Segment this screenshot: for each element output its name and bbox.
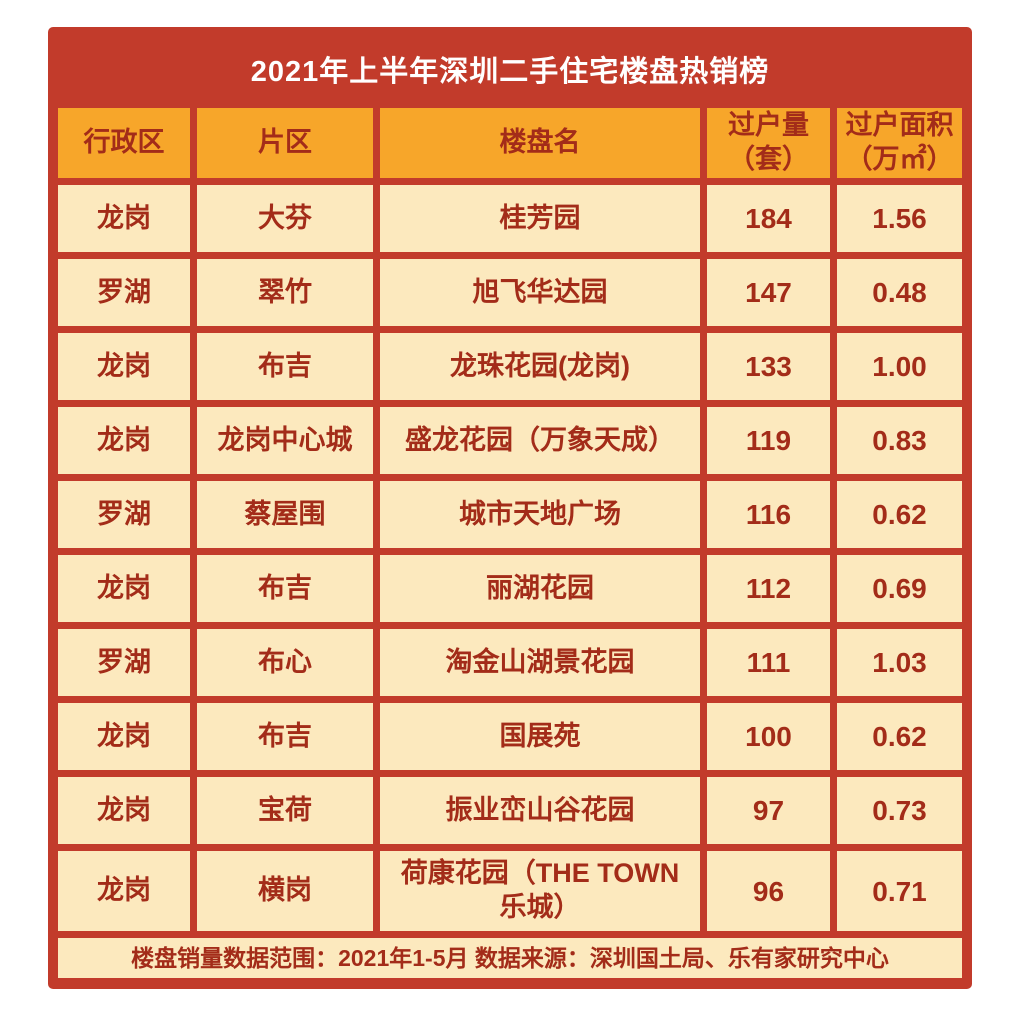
cell-deals: 100 <box>707 703 830 770</box>
cell-deals: 147 <box>707 259 830 326</box>
cell-deals: 96 <box>707 851 830 931</box>
cell-estate: 旭飞华达园 <box>380 259 700 326</box>
cell-district: 罗湖 <box>58 259 190 326</box>
cell-size: 0.73 <box>837 777 962 844</box>
cell-area: 布吉 <box>197 333 373 400</box>
cell-deals: 111 <box>707 629 830 696</box>
cell-size: 1.03 <box>837 629 962 696</box>
cell-district: 罗湖 <box>58 629 190 696</box>
cell-area: 布吉 <box>197 703 373 770</box>
cell-district: 龙岗 <box>58 851 190 931</box>
header-deals: 过户量 （套） <box>707 108 830 178</box>
table-footnote: 楼盘销量数据范围：2021年1-5月 数据来源：深圳国土局、乐有家研究中心 <box>58 938 962 978</box>
header-district: 行政区 <box>58 108 190 178</box>
cell-size: 0.69 <box>837 555 962 622</box>
cell-size: 0.62 <box>837 703 962 770</box>
cell-deals: 119 <box>707 407 830 474</box>
header-size: 过户面积 （万㎡） <box>837 108 962 178</box>
cell-area: 大芬 <box>197 185 373 252</box>
cell-district: 龙岗 <box>58 185 190 252</box>
cell-area: 宝荷 <box>197 777 373 844</box>
cell-area: 龙岗中心城 <box>197 407 373 474</box>
cell-estate: 龙珠花园(龙岗) <box>380 333 700 400</box>
cell-area: 布吉 <box>197 555 373 622</box>
header-estate: 楼盘名 <box>380 108 700 178</box>
cell-size: 0.48 <box>837 259 962 326</box>
ranking-table: 行政区 片区 楼盘名 过户量 （套） 过户面积 （万㎡） 龙岗 大芬 桂芳园 1… <box>58 108 962 978</box>
cell-district: 龙岗 <box>58 407 190 474</box>
cell-estate: 城市天地广场 <box>380 481 700 548</box>
cell-estate: 国展苑 <box>380 703 700 770</box>
cell-size: 1.56 <box>837 185 962 252</box>
cell-district: 罗湖 <box>58 481 190 548</box>
cell-deals: 116 <box>707 481 830 548</box>
cell-estate: 桂芳园 <box>380 185 700 252</box>
cell-estate: 丽湖花园 <box>380 555 700 622</box>
cell-deals: 133 <box>707 333 830 400</box>
cell-size: 0.71 <box>837 851 962 931</box>
table-title: 2021年上半年深圳二手住宅楼盘热销榜 <box>250 56 770 88</box>
header-area: 片区 <box>197 108 373 178</box>
cell-size: 1.00 <box>837 333 962 400</box>
cell-deals: 97 <box>707 777 830 844</box>
cell-district: 龙岗 <box>58 333 190 400</box>
cell-estate: 荷康花园（THE TOWN 乐城） <box>380 851 700 931</box>
cell-size: 0.62 <box>837 481 962 548</box>
cell-estate: 盛龙花园（万象天成） <box>380 407 700 474</box>
cell-district: 龙岗 <box>58 555 190 622</box>
cell-area: 翠竹 <box>197 259 373 326</box>
cell-deals: 112 <box>707 555 830 622</box>
cell-deals: 184 <box>707 185 830 252</box>
cell-area: 横岗 <box>197 851 373 931</box>
ranking-table-panel: 2021年上半年深圳二手住宅楼盘热销榜 行政区 片区 楼盘名 过户量 （套） 过… <box>48 27 972 989</box>
cell-size: 0.83 <box>837 407 962 474</box>
cell-estate: 振业峦山谷花园 <box>380 777 700 844</box>
cell-area: 蔡屋围 <box>197 481 373 548</box>
cell-area: 布心 <box>197 629 373 696</box>
cell-estate: 淘金山湖景花园 <box>380 629 700 696</box>
cell-district: 龙岗 <box>58 777 190 844</box>
cell-district: 龙岗 <box>58 703 190 770</box>
